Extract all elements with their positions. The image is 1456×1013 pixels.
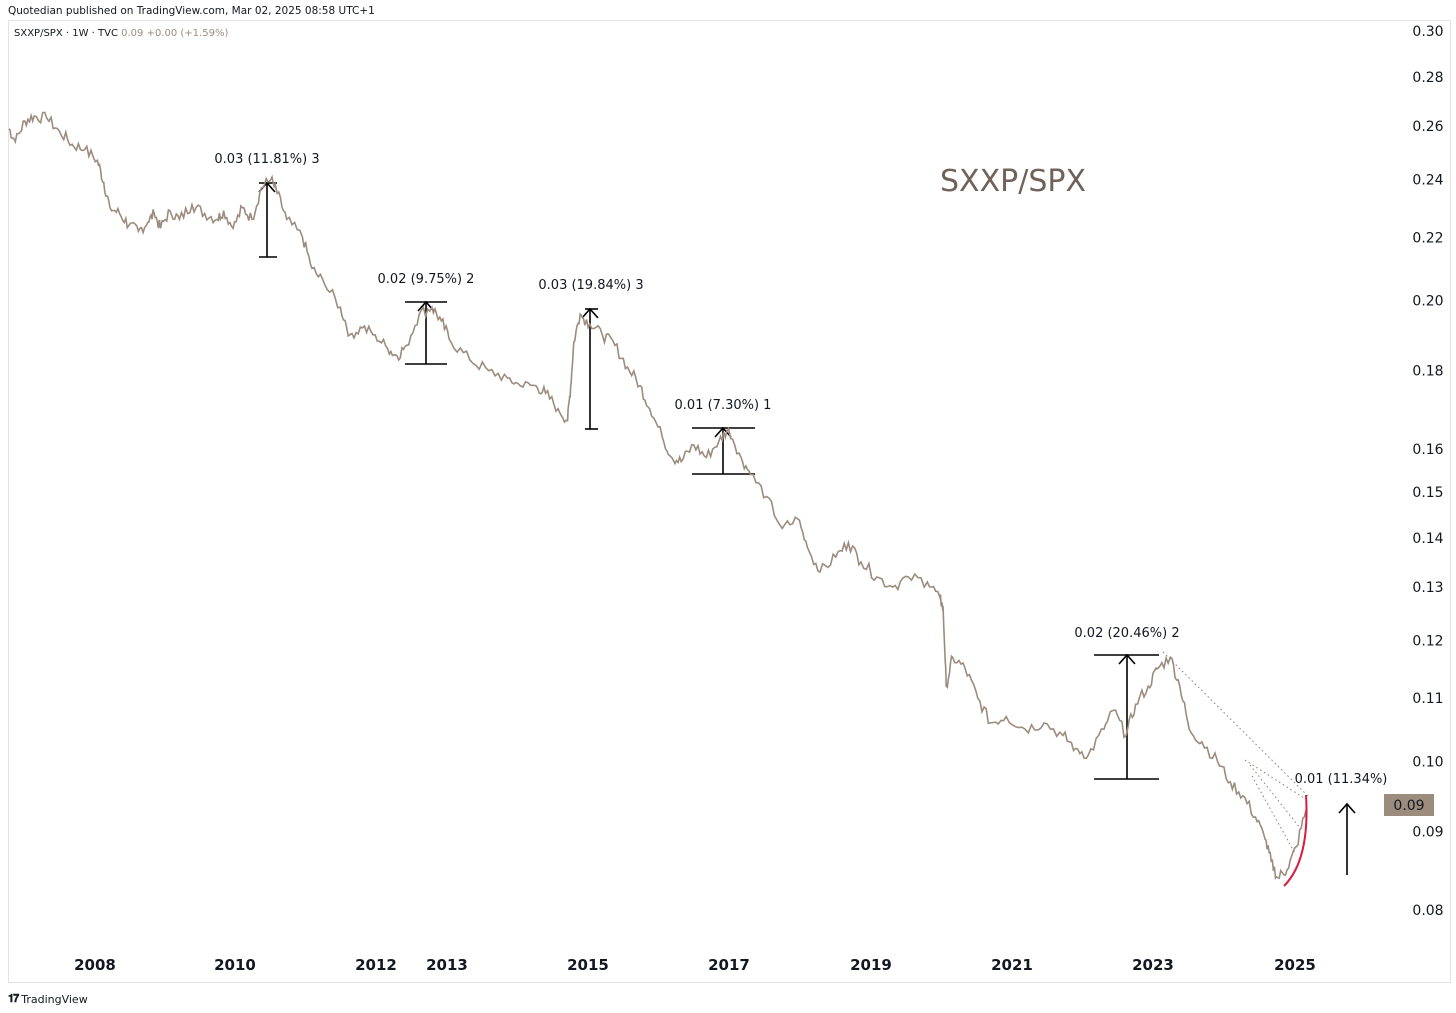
y-tick-label: 0.18 xyxy=(1412,364,1443,380)
x-tick-label: 2019 xyxy=(850,956,892,974)
x-tick-label: 2017 xyxy=(708,956,750,974)
y-tick-label: 0.24 xyxy=(1412,172,1443,188)
publisher-caption: Quotedian published on TradingView.com, … xyxy=(8,5,375,17)
footer: 𝟏𝟕 TradingView xyxy=(8,992,88,1006)
chart-frame xyxy=(8,20,1451,983)
y-tick-label: 0.16 xyxy=(1412,442,1443,458)
x-tick-label: 2015 xyxy=(567,956,609,974)
measure-arrow-head xyxy=(581,307,599,319)
measure-label: 0.02 (9.75%) 2 xyxy=(378,272,475,287)
x-tick-label: 2008 xyxy=(74,956,116,974)
last-price-label: 0.09 xyxy=(1393,798,1424,814)
trend-line xyxy=(1244,759,1308,801)
x-tick-label: 2010 xyxy=(214,956,256,974)
plot-area xyxy=(8,111,1309,887)
measure-annotation: 0.02 (9.75%) 2 xyxy=(378,272,475,365)
measure-arrow-head xyxy=(1338,802,1356,814)
y-tick-label: 0.20 xyxy=(1412,294,1443,310)
symbol-name: SXXP/SPX · 1W · TVC xyxy=(14,28,118,39)
curve-arc xyxy=(1283,794,1308,887)
x-tick-label: 2025 xyxy=(1274,956,1316,974)
y-tick-label: 0.09 xyxy=(1412,825,1443,841)
y-tick-label: 0.15 xyxy=(1412,485,1443,501)
trend-line xyxy=(1162,651,1309,797)
y-tick-label: 0.12 xyxy=(1412,633,1443,649)
measure-annotation: 0.01 (11.34%) xyxy=(1295,772,1388,875)
trend-line xyxy=(1251,775,1297,856)
measure-annotation: 0.03 (19.84%) 3 xyxy=(538,278,644,430)
y-tick-label: 0.22 xyxy=(1412,230,1443,246)
y-tick-label: 0.10 xyxy=(1412,755,1443,771)
measure-label: 0.01 (7.30%) 1 xyxy=(675,398,772,413)
y-tick-label: 0.08 xyxy=(1412,903,1443,919)
measure-arrow-head xyxy=(1118,653,1136,665)
y-tick-label: 0.26 xyxy=(1412,119,1443,135)
chart-title: SXXP/SPX xyxy=(940,164,1086,199)
footer-brand: TradingView xyxy=(21,992,88,1006)
symbol-values: 0.09 +0.00 (+1.59%) xyxy=(121,28,229,39)
trend-line xyxy=(1249,764,1301,829)
symbol-legend: SXXP/SPX · 1W · TVC 0.09 +0.00 (+1.59%) xyxy=(14,28,228,39)
y-tick-label: 0.14 xyxy=(1412,531,1443,547)
y-tick-label: 0.13 xyxy=(1412,580,1443,596)
x-tick-label: 2012 xyxy=(355,956,397,974)
x-tick-label: 2023 xyxy=(1132,956,1174,974)
y-axis: 0.30 0.28 0.26 0.24 0.22 0.20 0.18 0.16 0.15 0.14… xyxy=(1384,24,1444,919)
measure-label: 0.03 (19.84%) 3 xyxy=(538,278,643,293)
last-price-badge xyxy=(1384,794,1434,816)
y-tick-label: 0.28 xyxy=(1412,70,1443,86)
measure-label: 0.01 (11.34%) xyxy=(1295,772,1388,787)
x-tick-label: 2013 xyxy=(426,956,468,974)
tradingview-logo-icon: 𝟏𝟕 xyxy=(8,992,19,1005)
price-line xyxy=(8,111,1307,880)
x-tick-label: 2021 xyxy=(991,956,1033,974)
y-tick-label: 0.11 xyxy=(1412,691,1443,707)
measure-label: 0.02 (20.46%) 2 xyxy=(1074,626,1179,641)
x-axis: 2008 2010 2012 2013 2015 2017 2019 2021 2023 2025 xyxy=(74,956,1316,974)
measure-arrow-head xyxy=(714,426,732,438)
annotations: 0.03 (11.81%) 3 0.02 (9.75%) 2 0.03 (19.84… xyxy=(214,152,1387,875)
measure-label: 0.03 (11.81%) 3 xyxy=(214,152,319,167)
measure-annotation: 0.01 (7.30%) 1 xyxy=(675,398,772,475)
measure-annotation: 0.02 (20.46%) 2 xyxy=(1074,626,1180,780)
y-tick-label: 0.30 xyxy=(1412,24,1443,40)
